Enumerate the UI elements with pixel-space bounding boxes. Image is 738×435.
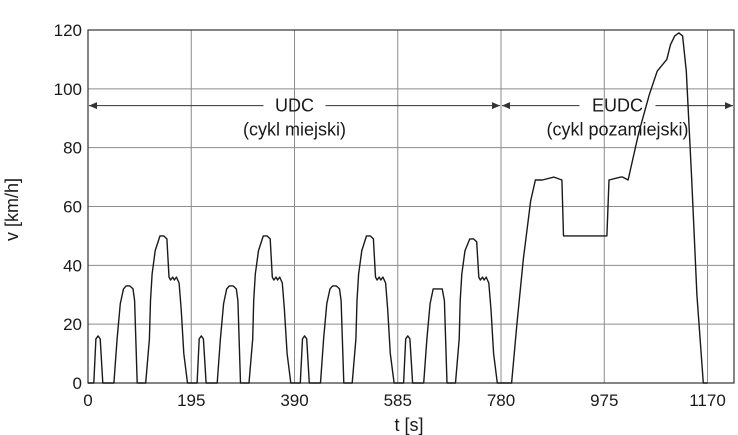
x-axis-label: t [s] bbox=[394, 415, 423, 435]
y-tick-label: 100 bbox=[54, 80, 82, 99]
phase-arrow-head bbox=[492, 102, 501, 110]
y-tick-labels: 0 20 40 60 80 100 120 bbox=[54, 21, 82, 393]
x-tick-label: 1170 bbox=[689, 391, 726, 410]
x-tick-label: 195 bbox=[177, 391, 205, 410]
phase-name-label: EUDC bbox=[592, 96, 643, 116]
speed-series-line bbox=[88, 32, 708, 384]
series-group bbox=[88, 32, 708, 384]
x-tick-labels: 0 195 390 585 780 975 1170 bbox=[83, 391, 726, 410]
phase-description-label: (cykl pozamiejski) bbox=[546, 120, 688, 140]
phase-arrow-head bbox=[89, 102, 97, 110]
x-tick-label: 780 bbox=[487, 391, 515, 410]
y-tick-label: 40 bbox=[63, 256, 82, 275]
x-tick-label: 390 bbox=[280, 391, 308, 410]
x-tick-label: 585 bbox=[384, 391, 412, 410]
phase-arrow-head bbox=[725, 102, 733, 110]
x-tick-label: 0 bbox=[83, 391, 92, 410]
phase-arrow-head bbox=[502, 102, 511, 110]
phase-annotations: UDC (cykl miejski) EUDC (cykl pozamiejski) bbox=[89, 96, 733, 140]
plot-frame bbox=[87, 29, 735, 384]
phase-description-label: (cykl miejski) bbox=[243, 120, 346, 140]
y-axis-label: v [km/h] bbox=[2, 178, 22, 241]
x-tick-label: 975 bbox=[590, 391, 618, 410]
y-tick-label: 80 bbox=[63, 139, 82, 158]
grid-lines bbox=[88, 29, 734, 383]
y-tick-label: 0 bbox=[73, 374, 82, 393]
phase-name-label: UDC bbox=[275, 96, 314, 116]
y-tick-label: 20 bbox=[63, 315, 82, 334]
y-tick-label: 60 bbox=[63, 198, 82, 217]
y-tick-label: 120 bbox=[54, 21, 82, 40]
